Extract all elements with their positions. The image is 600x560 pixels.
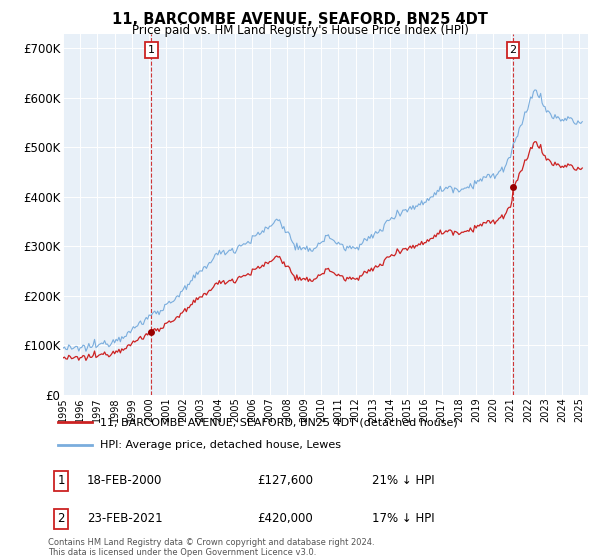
Text: Price paid vs. HM Land Registry's House Price Index (HPI): Price paid vs. HM Land Registry's House … xyxy=(131,24,469,37)
Text: 2: 2 xyxy=(58,512,65,525)
Text: 11, BARCOMBE AVENUE, SEAFORD, BN25 4DT (detached house): 11, BARCOMBE AVENUE, SEAFORD, BN25 4DT (… xyxy=(100,417,458,427)
Text: £127,600: £127,600 xyxy=(257,474,313,487)
Text: 23-FEB-2021: 23-FEB-2021 xyxy=(87,512,163,525)
Text: 11, BARCOMBE AVENUE, SEAFORD, BN25 4DT: 11, BARCOMBE AVENUE, SEAFORD, BN25 4DT xyxy=(112,12,488,27)
Text: 21% ↓ HPI: 21% ↓ HPI xyxy=(371,474,434,487)
Text: 17% ↓ HPI: 17% ↓ HPI xyxy=(371,512,434,525)
Text: Contains HM Land Registry data © Crown copyright and database right 2024.
This d: Contains HM Land Registry data © Crown c… xyxy=(48,538,374,557)
Text: 1: 1 xyxy=(148,45,155,55)
Text: 2: 2 xyxy=(509,45,517,55)
Text: £420,000: £420,000 xyxy=(257,512,313,525)
Text: 18-FEB-2000: 18-FEB-2000 xyxy=(87,474,163,487)
Text: 1: 1 xyxy=(58,474,65,487)
Text: HPI: Average price, detached house, Lewes: HPI: Average price, detached house, Lewe… xyxy=(100,440,341,450)
